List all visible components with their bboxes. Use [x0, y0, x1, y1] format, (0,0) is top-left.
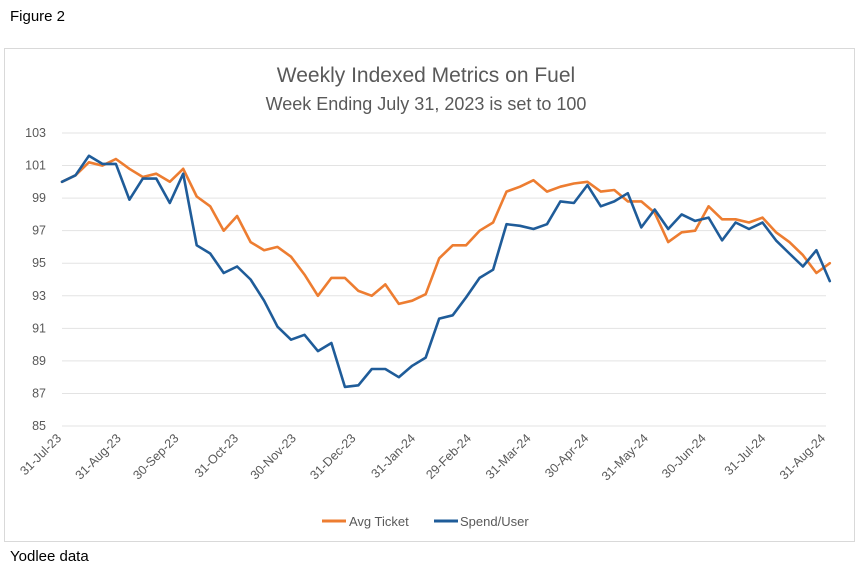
- x-tick-label: 31-May-24: [599, 431, 651, 483]
- y-axis-ticks: 85 87 89 91 93 95 97 99 101 103: [25, 126, 46, 433]
- y-tick-label: 89: [32, 354, 46, 368]
- x-axis-ticks: 31-Jul-23 31-Aug-23 30-Sep-23 31-Oct-23 30-N…: [17, 431, 828, 483]
- source-note: Yodlee data: [10, 548, 89, 565]
- x-tick-label: 30-Nov-23: [248, 431, 299, 482]
- y-tick-label: 95: [32, 256, 46, 270]
- x-tick-label: 31-Aug-23: [73, 431, 124, 482]
- x-tick-label: 31-Oct-23: [192, 431, 241, 480]
- legend: Avg Ticket Spend/User: [322, 514, 529, 529]
- x-tick-label: 31-Dec-23: [307, 431, 358, 482]
- x-tick-label: 30-Sep-23: [130, 431, 181, 482]
- x-tick-label: 30-Jun-24: [659, 431, 709, 481]
- x-tick-label: 31-Jul-24: [722, 431, 769, 478]
- chart-subtitle: Week Ending July 31, 2023 is set to 100: [266, 94, 587, 114]
- y-tick-label: 99: [32, 191, 46, 205]
- legend-label-spend-user: Spend/User: [460, 514, 529, 529]
- y-tick-label: 87: [32, 386, 46, 400]
- chart-title: Weekly Indexed Metrics on Fuel: [277, 64, 575, 87]
- series-lines: [60, 154, 832, 389]
- x-tick-label: 31-Mar-24: [483, 431, 534, 482]
- gridlines: [62, 132, 826, 427]
- y-tick-label: 91: [32, 321, 46, 335]
- x-tick-label: 30-Apr-24: [542, 431, 591, 480]
- y-tick-label: 85: [32, 419, 46, 433]
- y-tick-label: 103: [25, 126, 46, 140]
- x-tick-label: 29-Feb-24: [423, 431, 474, 482]
- x-tick-label: 31-Aug-24: [777, 431, 828, 482]
- chart-frame: [4, 48, 855, 542]
- legend-label-avg-ticket: Avg Ticket: [349, 514, 409, 529]
- series-line-avg-ticket: [60, 157, 832, 306]
- y-tick-label: 93: [32, 289, 46, 303]
- y-tick-label: 97: [32, 224, 46, 238]
- y-tick-label: 101: [25, 159, 46, 173]
- figure-label: Figure 2: [10, 8, 66, 25]
- x-tick-label: 31-Jan-24: [369, 431, 419, 481]
- series-line-spend-user: [60, 154, 832, 389]
- x-tick-label: 31-Jul-23: [17, 431, 64, 478]
